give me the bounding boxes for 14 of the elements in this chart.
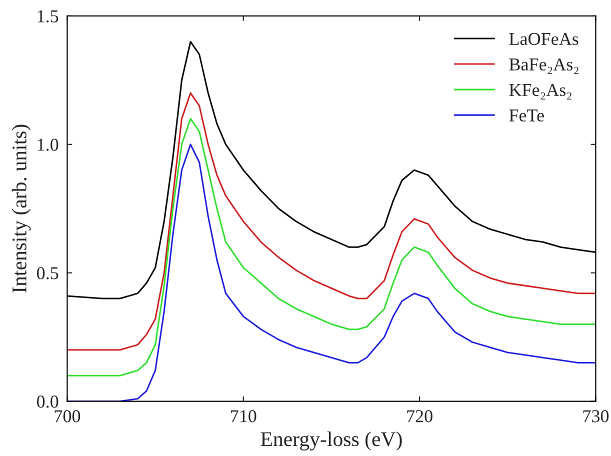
y-axis-title: Intensity (arb. units) (12, 124, 31, 293)
y-tick-label: 1.0 (38, 138, 58, 151)
legend-label: KFe₂As₂ (509, 84, 572, 100)
y-tick-label: 0.0 (36, 396, 58, 408)
legend-label: LaOFeAs (509, 32, 578, 46)
x-tick-label: 700 (54, 410, 80, 422)
x-tick-label: 730 (583, 410, 609, 422)
legend-label: FeTe (509, 110, 544, 122)
x-axis-title: Energy-loss (eV) (260, 432, 402, 450)
legend-label: BaFe₂As₂ (509, 58, 578, 74)
y-tick-label: 1.5 (38, 10, 58, 22)
y-tick-label: 0.5 (36, 267, 58, 280)
x-tick-label: 710 (231, 410, 256, 422)
x-tick-label: 720 (407, 410, 432, 422)
